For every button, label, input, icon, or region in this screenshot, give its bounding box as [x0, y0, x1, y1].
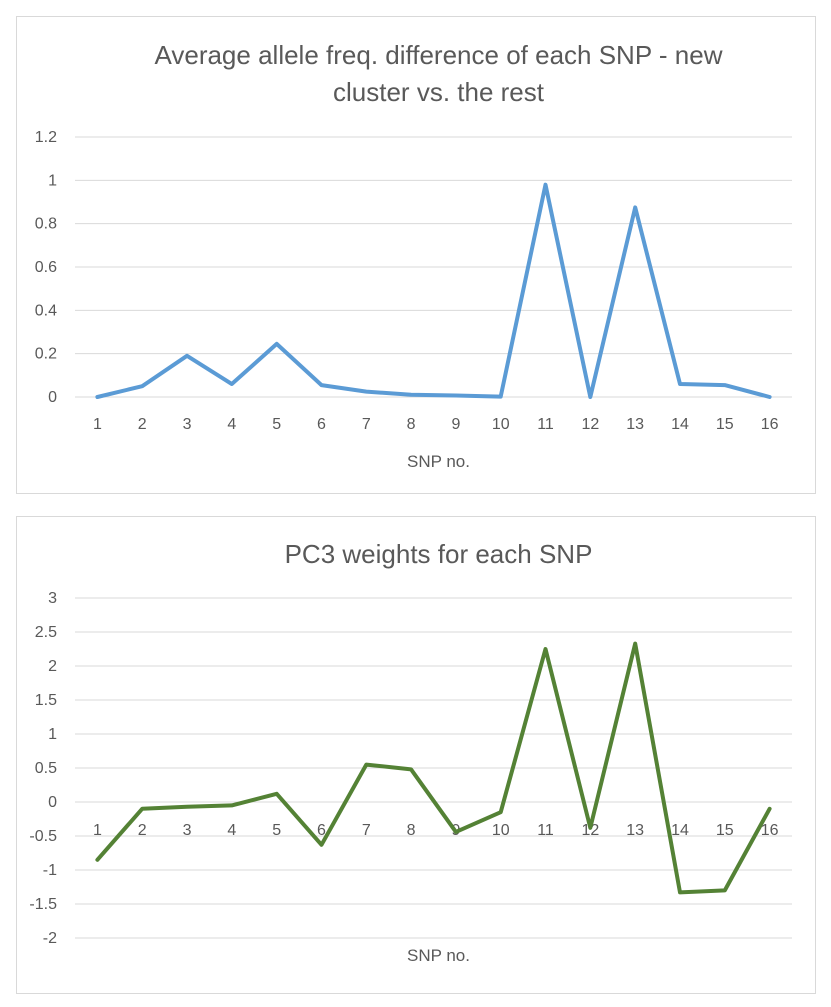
series-line — [95, 641, 772, 895]
x-tick-label: 8 — [407, 416, 416, 433]
x-tick-label: 3 — [183, 822, 192, 839]
y-tick-label: -0.5 — [29, 828, 57, 845]
y-tick-label: 0.4 — [35, 302, 57, 319]
chart-title-line: PC3 weights for each SNP — [285, 539, 593, 569]
y-tick-label: 0.8 — [35, 216, 57, 233]
x-tick-label: 16 — [761, 416, 779, 433]
x-tick-label: 7 — [362, 416, 371, 433]
x-tick-label: 11 — [537, 822, 554, 839]
x-tick-label: 2 — [138, 416, 147, 433]
x-tick-label: 14 — [671, 822, 689, 839]
y-tick-label: 1 — [48, 172, 57, 189]
x-tick-label: 16 — [761, 822, 779, 839]
y-tick-label: 1 — [48, 726, 57, 743]
y-tick-label: 0 — [48, 389, 57, 406]
x-tick-label: 15 — [716, 416, 734, 433]
series-line — [95, 182, 772, 399]
x-tick-label: 12 — [581, 822, 599, 839]
y-tick-label: 1.5 — [35, 692, 57, 709]
y-tick-label: -1 — [43, 862, 57, 879]
allele-freq-chart: Average allele freq. difference of each … — [16, 16, 816, 494]
x-tick-label: 15 — [716, 822, 734, 839]
x-tick-label: 14 — [671, 416, 689, 433]
x-tick-label: 1 — [93, 822, 102, 839]
x-axis-title: SNP no. — [407, 452, 470, 471]
x-tick-label: 5 — [272, 822, 281, 839]
pc3-weights-chart-svg: PC3 weights for each SNP -2 -1.5 -1 -0.5 0 0.5… — [29, 539, 792, 965]
y-tick-label: 0.5 — [35, 760, 57, 777]
y-tick-label: 0.2 — [35, 346, 57, 363]
x-tick-label: 11 — [537, 416, 554, 433]
allele-freq-chart-svg: Average allele freq. difference of each … — [35, 40, 792, 471]
x-axis-title: SNP no. — [407, 946, 470, 965]
x-tick-label: 13 — [626, 416, 644, 433]
x-tick-label: 1 — [93, 416, 102, 433]
x-tick-label: 6 — [317, 822, 326, 839]
y-tick-label: 2 — [48, 658, 57, 675]
chart-title-line: cluster vs. the rest — [333, 77, 545, 107]
x-tick-label: 4 — [227, 416, 236, 433]
chart-title-line: Average allele freq. difference of each … — [154, 40, 722, 70]
x-tick-label: 8 — [407, 822, 416, 839]
pc3-weights-chart: PC3 weights for each SNP -2 -1.5 -1 -0.5 0 0.5… — [16, 516, 816, 994]
x-tick-label: 10 — [492, 416, 510, 433]
x-tick-label: 5 — [272, 416, 281, 433]
x-tick-label: 12 — [581, 416, 599, 433]
x-tick-label: 2 — [138, 822, 147, 839]
x-tick-label: 13 — [626, 822, 644, 839]
y-tick-label: 0.6 — [35, 259, 57, 276]
y-tick-label: -1.5 — [29, 896, 57, 913]
y-tick-label: -2 — [43, 930, 57, 947]
x-tick-label: 3 — [183, 416, 192, 433]
y-tick-label: 2.5 — [35, 624, 57, 641]
x-tick-label: 6 — [317, 416, 326, 433]
y-tick-label: 0 — [48, 794, 57, 811]
y-tick-label: 3 — [48, 590, 57, 607]
x-tick-label: 10 — [492, 822, 510, 839]
x-tick-label: 4 — [227, 822, 236, 839]
y-tick-label: 1.2 — [35, 129, 57, 146]
x-tick-label: 7 — [362, 822, 371, 839]
x-tick-label: 9 — [451, 416, 460, 433]
